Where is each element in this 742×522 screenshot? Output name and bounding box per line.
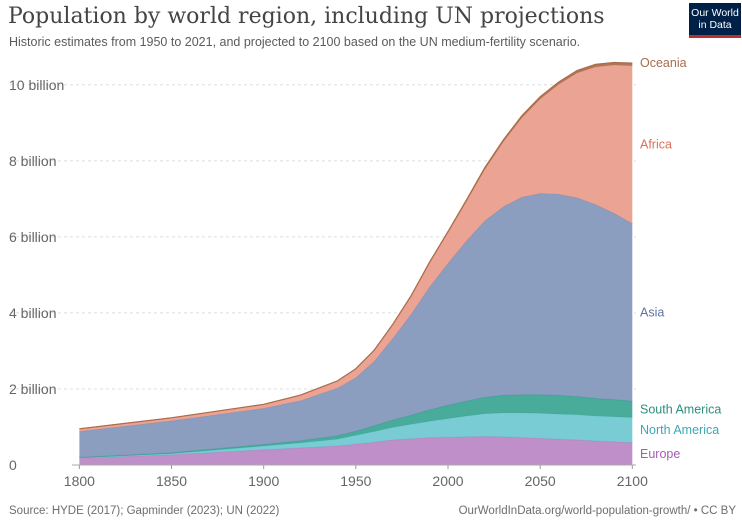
edge-oceania	[79, 61, 633, 430]
chart-subtitle: Historic estimates from 1950 to 2021, an…	[9, 35, 581, 49]
source-note: Source: HYDE (2017); Gapminder (2023); U…	[9, 505, 280, 517]
series-label-africa: Africa	[640, 138, 672, 152]
y-tick-label: 2 billion	[9, 381, 56, 397]
area-europe	[79, 436, 633, 465]
x-tick-label: 2000	[432, 473, 463, 489]
y-tick-label: 4 billion	[9, 305, 56, 321]
logo-line-2: in Data	[698, 19, 732, 31]
owid-logo[interactable]: Our World in Data	[689, 3, 741, 38]
series-label-europe: Europe	[640, 447, 680, 461]
x-tick-label: 1900	[248, 473, 279, 489]
area-asia	[79, 193, 633, 458]
x-tick-label: 2050	[525, 473, 556, 489]
series-label-oceania: Oceania	[640, 56, 687, 70]
y-tick-label: 8 billion	[9, 153, 56, 169]
series-label-north-america: North America	[640, 423, 719, 437]
logo-line-1: Our World	[691, 7, 739, 19]
area-south-america	[79, 394, 633, 458]
series-label-south-america: South America	[640, 402, 721, 416]
y-tick-label: 10 billion	[9, 77, 64, 93]
area-africa	[79, 65, 633, 432]
x-tick-label: 1950	[340, 473, 371, 489]
x-tick-label: 1800	[64, 473, 95, 489]
series-label-asia: Asia	[640, 305, 664, 319]
y-tick-label: 0	[9, 457, 17, 473]
chart-title: Population by world region, including UN…	[8, 4, 605, 29]
stacked-area-chart: 0 2 billion 4 billion 6 billion 8 billion 10 …	[9, 56, 721, 489]
x-tick-label: 1850	[156, 473, 187, 489]
y-tick-label: 6 billion	[9, 229, 56, 245]
x-tick-label: 2100	[617, 473, 648, 489]
source-url[interactable]: OurWorldInData.org/world-population-grow…	[458, 505, 736, 517]
